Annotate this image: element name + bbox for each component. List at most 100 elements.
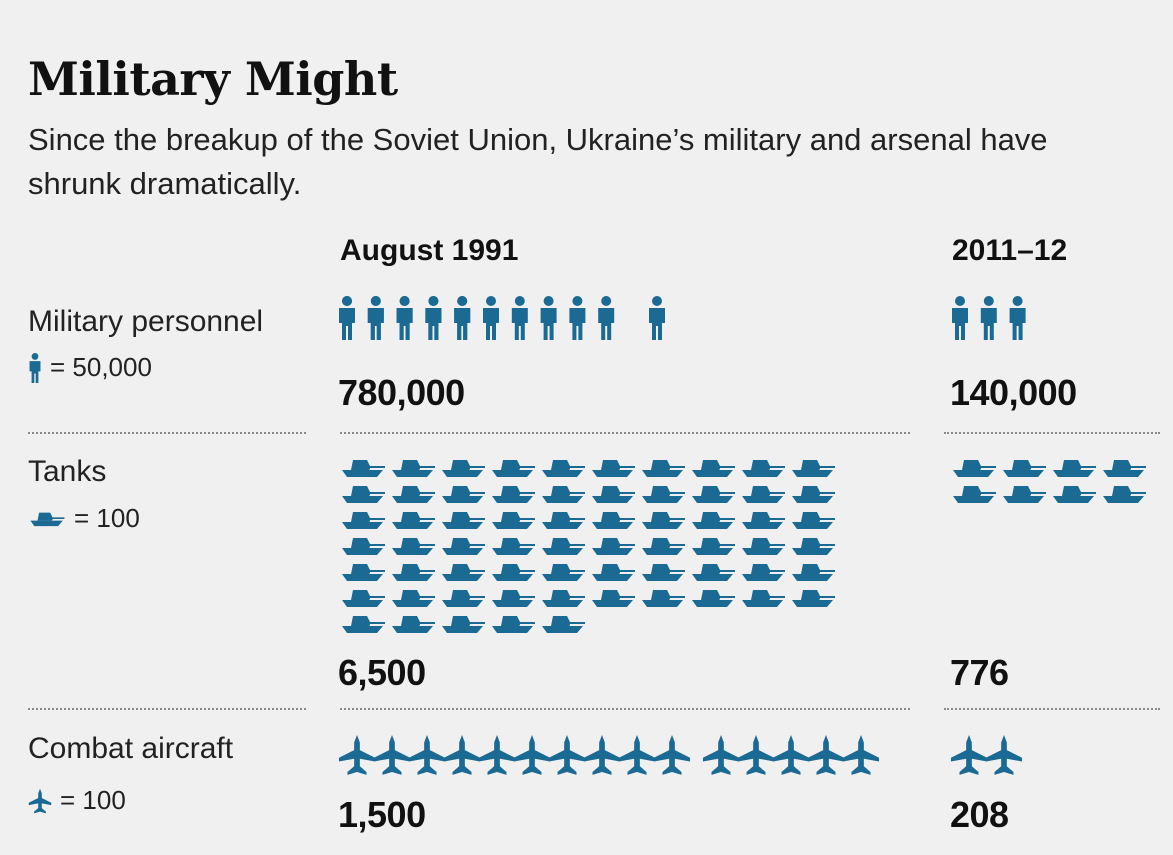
tank-mark-icon <box>692 590 735 607</box>
tank-mark-icon <box>542 564 585 581</box>
tank-mark-icon <box>792 538 835 555</box>
tank-mark-icon <box>742 564 785 581</box>
jet-mark-icon <box>373 734 411 775</box>
divider <box>944 432 1160 434</box>
value-personnel-1991: 780,000 <box>338 372 465 413</box>
value-personnel-2011: 140,000 <box>950 372 1077 413</box>
tank-mark-icon <box>342 590 385 607</box>
tank-mark-icon <box>1103 486 1146 503</box>
tank-mark-icon <box>342 616 385 633</box>
tank-mark-icon <box>492 486 535 503</box>
tank-mark-icon <box>742 512 785 529</box>
tank-mark-icon <box>442 590 485 607</box>
person-mark-icon <box>396 296 413 340</box>
tank-mark-icon <box>692 564 735 581</box>
tank-mark-icon <box>1053 460 1096 477</box>
tank-mark-icon <box>592 590 635 607</box>
tank-mark-icon <box>692 460 735 477</box>
tank-mark-icon <box>592 538 635 555</box>
person-mark-icon <box>649 296 665 340</box>
jet-mark-icon <box>548 734 586 775</box>
tank-mark-icon <box>742 538 785 555</box>
tank-mark-icon <box>392 486 435 503</box>
tank-mark-icon <box>542 460 585 477</box>
tank-mark-icon <box>792 564 835 581</box>
divider <box>28 708 306 710</box>
row-label-aircraft: Combat aircraft <box>28 732 234 765</box>
tank-mark-icon <box>1003 460 1046 477</box>
jet-mark-icon <box>985 734 1023 775</box>
value-tanks-1991: 6,500 <box>338 652 426 693</box>
legend-text-aircraft: = 100 <box>60 785 126 815</box>
tank-mark-icon <box>492 564 535 581</box>
tank-mark-icon <box>692 512 735 529</box>
tank-mark-icon <box>792 486 835 503</box>
legend-tanks: = 100 <box>28 503 140 534</box>
jet-mark-icon <box>583 734 621 775</box>
tank-mark-icon <box>542 486 585 503</box>
person-mark-icon <box>339 296 355 340</box>
person-mark-icon <box>569 296 586 340</box>
tank-mark-icon <box>442 486 485 503</box>
jet-mark-icon <box>842 734 880 775</box>
tank-mark-icon <box>642 590 685 607</box>
tank-mark-icon <box>442 538 485 555</box>
person-mark-icon <box>454 296 471 340</box>
page-subtitle: Since the breakup of the Soviet Union, U… <box>28 122 1048 201</box>
tank-icon <box>30 512 65 526</box>
jet-mark-icon <box>338 734 376 775</box>
value-aircraft-1991: 1,500 <box>338 794 426 835</box>
tank-mark-icon <box>642 460 685 477</box>
tank-mark-icon <box>392 460 435 477</box>
jet-mark-icon <box>443 734 481 775</box>
person-mark-icon <box>1009 296 1026 340</box>
tank-mark-icon <box>642 486 685 503</box>
tank-mark-icon <box>342 460 385 477</box>
tank-mark-icon <box>1003 486 1046 503</box>
legend-text-tanks: = 100 <box>74 503 140 533</box>
divider <box>340 708 910 710</box>
tank-mark-icon <box>342 512 385 529</box>
tank-mark-icon <box>542 538 585 555</box>
tank-mark-icon <box>492 460 535 477</box>
tank-mark-icon <box>542 616 585 633</box>
tank-mark-icon <box>592 512 635 529</box>
tank-mark-icon <box>392 564 435 581</box>
tank-mark-icon <box>492 616 535 633</box>
tank-mark-icon <box>542 512 585 529</box>
person-mark-icon <box>483 296 499 340</box>
jet-mark-icon <box>950 734 988 775</box>
tank-mark-icon <box>392 538 435 555</box>
jet-icon <box>28 788 52 813</box>
jet-mark-icon <box>807 734 845 775</box>
tank-mark-icon <box>742 460 785 477</box>
tank-mark-icon <box>1053 486 1096 503</box>
person-mark-icon <box>540 296 557 340</box>
jet-mark-icon <box>653 734 691 775</box>
page-title: Military Might <box>28 52 398 106</box>
tank-mark-icon <box>392 512 435 529</box>
person-mark-icon <box>952 296 968 340</box>
tank-mark-icon <box>642 564 685 581</box>
legend-personnel: = 50,000 <box>28 352 152 383</box>
column-header-2011: 2011–12 <box>952 234 1068 267</box>
jet-mark-icon <box>702 734 740 775</box>
divider <box>944 708 1160 710</box>
jet-mark-icon <box>772 734 810 775</box>
tank-mark-icon <box>792 512 835 529</box>
legend-text-personnel: = 50,000 <box>50 352 152 382</box>
person-icon <box>29 352 41 383</box>
tank-mark-icon <box>692 486 735 503</box>
jet-mark-icon <box>737 734 775 775</box>
tank-mark-icon <box>792 590 835 607</box>
tank-mark-icon <box>592 564 635 581</box>
person-mark-icon <box>980 296 997 340</box>
divider <box>28 432 306 434</box>
tank-mark-icon <box>342 538 385 555</box>
tank-mark-icon <box>642 538 685 555</box>
tank-mark-icon <box>953 486 996 503</box>
value-aircraft-2011: 208 <box>950 794 1009 835</box>
tank-mark-icon <box>442 564 485 581</box>
